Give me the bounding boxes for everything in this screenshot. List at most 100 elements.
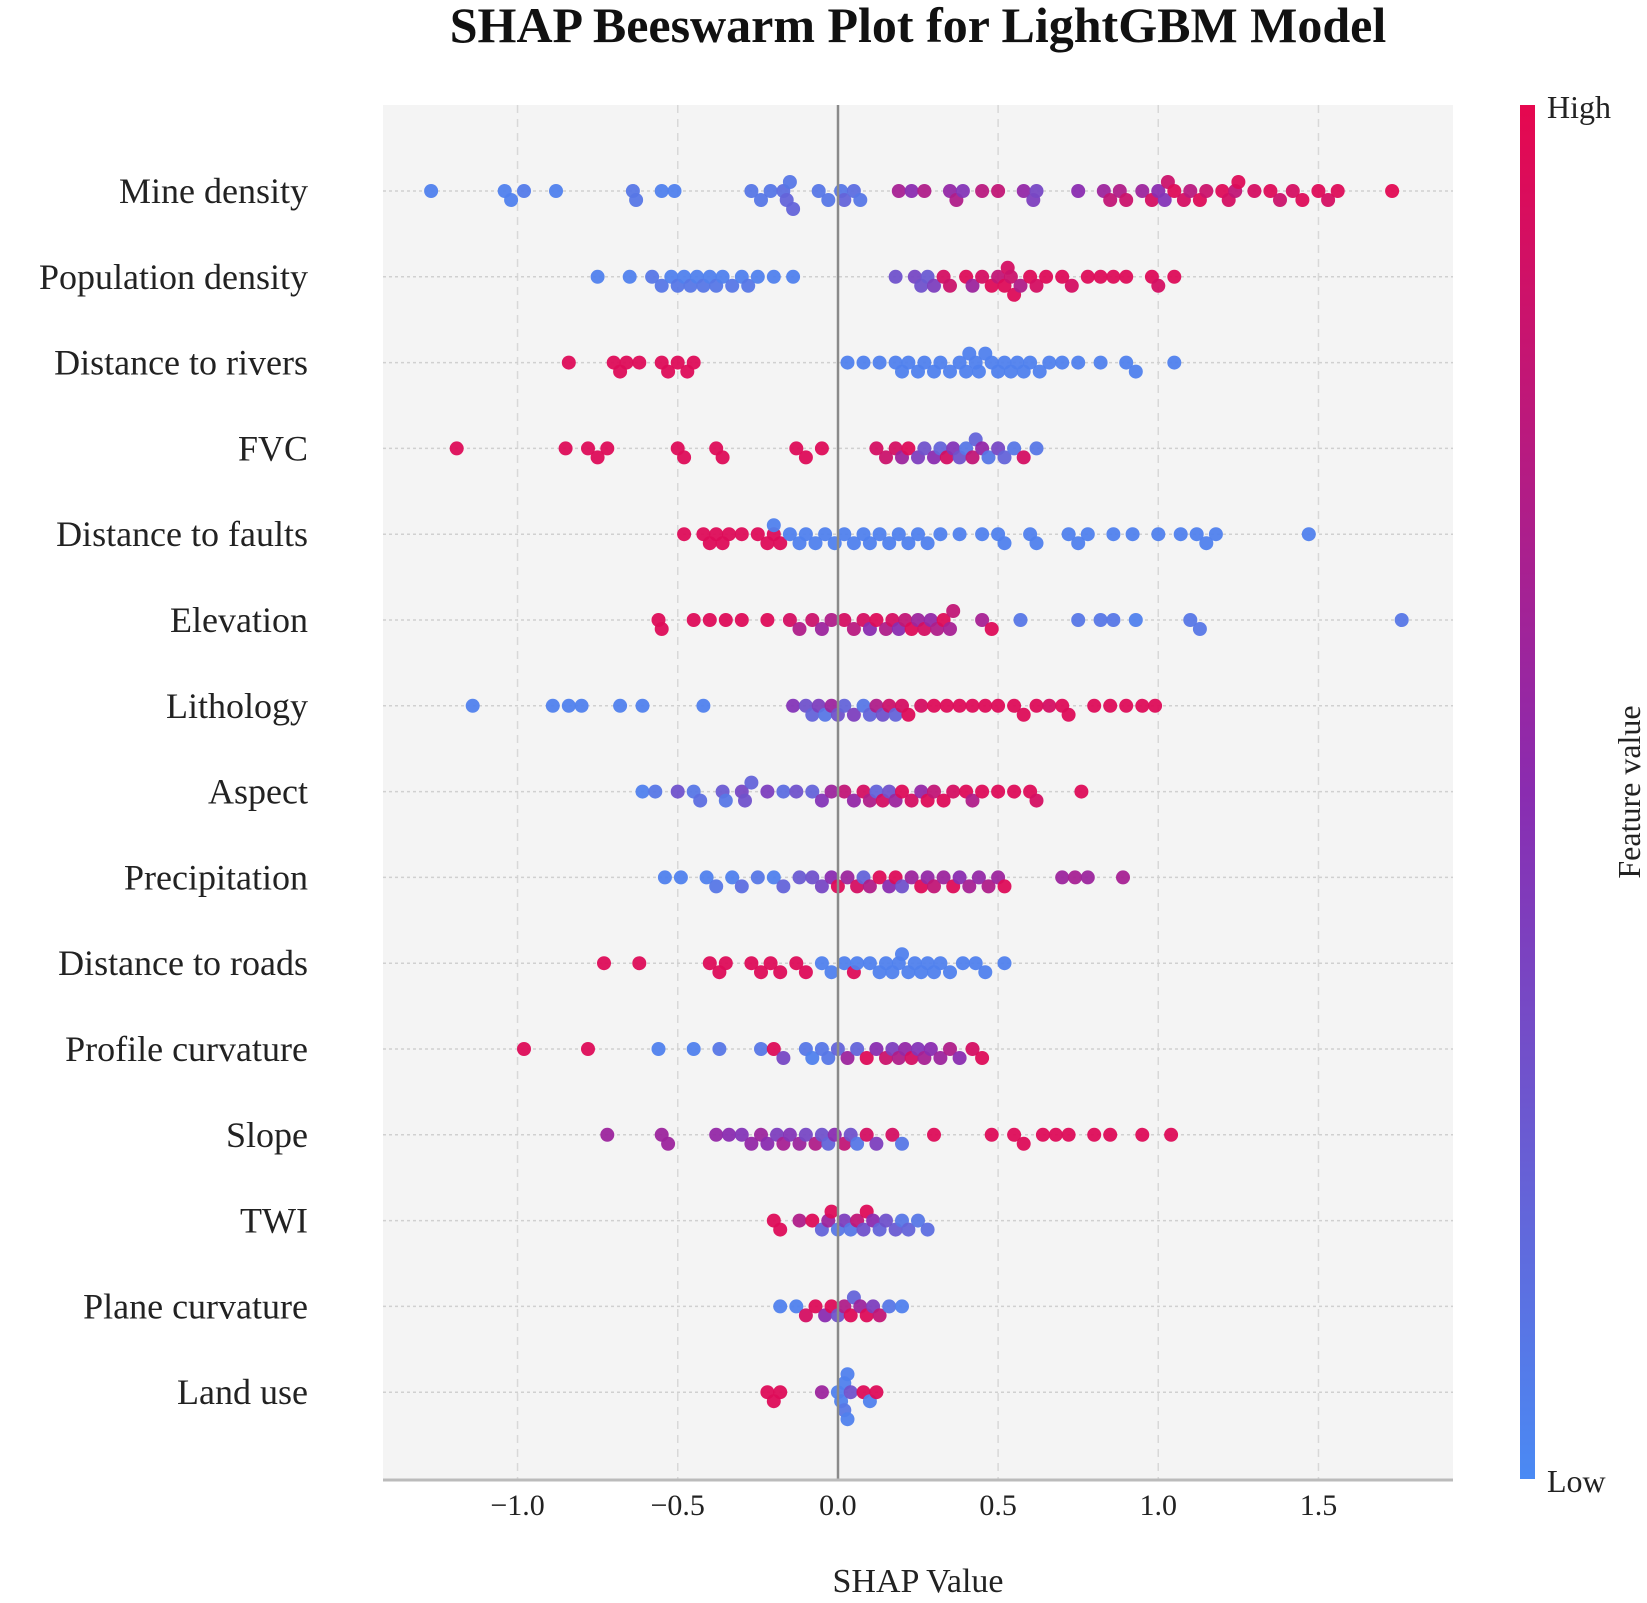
feature-row-lithology	[465, 698, 1163, 722]
data-point	[709, 879, 724, 894]
data-point	[805, 613, 820, 627]
data-point	[975, 613, 990, 627]
colorbar-low-label: Low	[1547, 1463, 1606, 1499]
x-tick-label: 1.5	[1300, 1489, 1338, 1522]
data-point	[1016, 450, 1031, 465]
data-point	[670, 784, 685, 799]
data-point	[654, 184, 669, 198]
feature-label: Distance to rivers	[54, 343, 308, 383]
data-point	[504, 193, 519, 207]
data-point	[715, 450, 730, 465]
data-point	[673, 870, 688, 885]
data-point	[686, 613, 701, 627]
data-point	[1128, 364, 1143, 379]
data-point	[654, 278, 669, 293]
data-point	[946, 784, 961, 799]
data-point	[943, 364, 957, 379]
data-point	[1068, 870, 1082, 885]
data-point	[997, 450, 1012, 465]
data-point	[939, 698, 954, 713]
data-point	[661, 1136, 676, 1151]
data-point	[837, 613, 852, 627]
data-point	[872, 527, 887, 542]
feature-label: Distance to faults	[56, 514, 308, 554]
data-point	[917, 184, 932, 198]
data-point	[936, 870, 951, 885]
data-point	[1087, 698, 1102, 713]
data-point	[997, 879, 1012, 894]
data-point	[1061, 527, 1076, 542]
data-point	[1183, 184, 1198, 198]
data-point	[975, 184, 990, 198]
data-point	[725, 870, 740, 885]
data-point	[449, 441, 464, 456]
data-point	[1013, 278, 1028, 293]
data-point	[1199, 536, 1214, 551]
data-point	[904, 184, 919, 198]
data-point	[590, 269, 605, 284]
data-point	[808, 1299, 823, 1314]
data-point	[1023, 355, 1038, 370]
feature-row-precipitation	[657, 870, 1130, 894]
data-point	[914, 698, 929, 713]
data-point	[1003, 269, 1018, 284]
data-point	[1295, 193, 1310, 207]
data-point	[722, 527, 736, 542]
data-point	[814, 1385, 829, 1400]
data-point	[766, 1042, 781, 1056]
x-tick-label: 1.0	[1140, 1489, 1178, 1522]
data-point	[818, 527, 833, 542]
data-point	[600, 1127, 615, 1142]
data-point	[1016, 1136, 1031, 1151]
data-point	[645, 269, 660, 284]
data-point	[805, 1051, 820, 1065]
data-point	[619, 355, 634, 370]
data-point	[1385, 184, 1400, 198]
x-tick-label: −1.0	[490, 1489, 544, 1522]
data-point	[1029, 278, 1044, 293]
data-point	[962, 879, 977, 894]
data-point	[561, 355, 576, 370]
data-point	[936, 793, 951, 808]
data-point	[677, 527, 692, 542]
data-point	[760, 613, 775, 627]
data-point	[1167, 269, 1182, 284]
data-point	[888, 269, 903, 284]
data-point	[917, 441, 932, 456]
data-point	[952, 698, 967, 713]
data-point	[869, 1136, 884, 1151]
data-point	[766, 269, 781, 284]
data-point	[927, 278, 941, 293]
data-point	[824, 784, 839, 799]
data-point	[837, 956, 852, 971]
data-point	[632, 956, 647, 971]
data-point	[1128, 613, 1143, 627]
data-point	[1106, 269, 1121, 284]
data-point	[850, 956, 865, 971]
x-tick-label: 0.0	[819, 1489, 857, 1522]
data-point	[1103, 193, 1118, 207]
data-point	[722, 1127, 736, 1142]
data-point	[760, 784, 775, 799]
feature-label: Aspect	[208, 772, 308, 812]
data-point	[773, 1385, 788, 1400]
data-point	[853, 193, 868, 207]
data-point	[600, 441, 615, 456]
data-point	[709, 1127, 724, 1142]
data-point	[1263, 184, 1278, 198]
data-point	[971, 364, 986, 379]
data-point	[635, 784, 650, 799]
data-point	[715, 269, 730, 284]
data-point	[923, 1042, 938, 1056]
data-point	[657, 870, 672, 885]
data-point	[968, 956, 983, 971]
data-point	[635, 698, 650, 713]
data-point	[773, 536, 788, 551]
data-point	[677, 450, 692, 465]
feature-label: FVC	[238, 428, 308, 468]
data-point	[1074, 784, 1089, 799]
data-point	[981, 879, 996, 894]
data-point	[1189, 527, 1204, 542]
data-point	[943, 622, 957, 636]
